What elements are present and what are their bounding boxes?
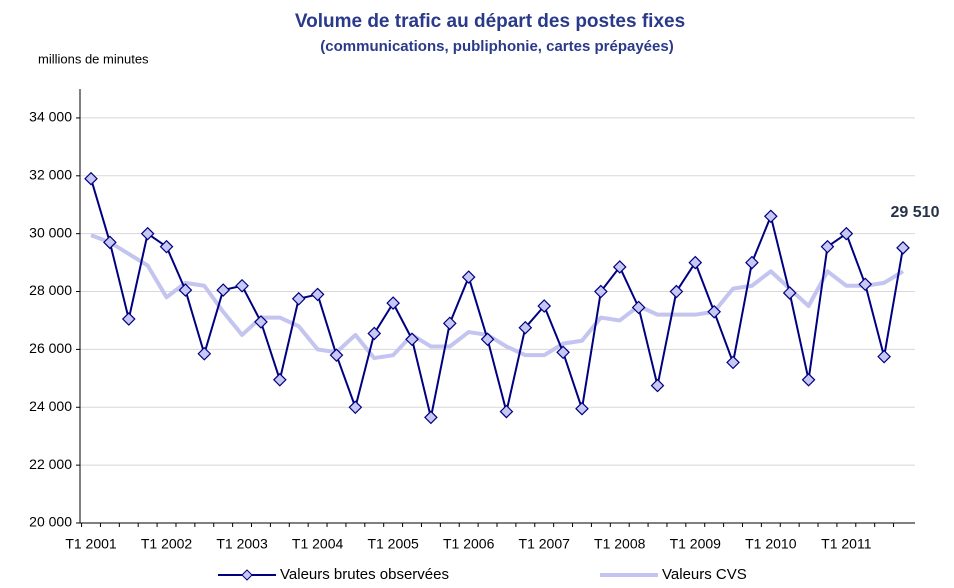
x-tick-label: T1 2002 [141, 536, 193, 552]
data-point [178, 283, 193, 297]
legend-label: Valeurs CVS [662, 566, 747, 583]
data-point [197, 346, 212, 361]
legend-label: Valeurs brutes observées [280, 566, 449, 583]
data-point [310, 287, 325, 302]
y-tick-label: 30 000 [29, 224, 72, 240]
chart-subtitle: (communications, publiphonie, cartes pré… [320, 38, 673, 55]
data-point [877, 349, 891, 364]
y-tick-label: 22 000 [29, 456, 72, 472]
y-axis-label: millions de minutes [38, 51, 149, 66]
x-tick-label: T1 2008 [594, 536, 646, 552]
data-point [669, 284, 684, 299]
data-point [272, 372, 287, 387]
data-point [254, 315, 268, 329]
data-point [329, 348, 344, 363]
data-point [159, 239, 174, 254]
data-point [103, 235, 117, 250]
x-tick-label: T1 2007 [519, 536, 571, 552]
data-point [461, 270, 476, 284]
data-point [688, 255, 703, 270]
data-point [839, 226, 854, 241]
data-point [820, 239, 835, 254]
data-point [594, 284, 608, 299]
data-label: 29 510 [891, 204, 940, 221]
x-tick-label: T1 2010 [745, 536, 797, 552]
data-point [612, 260, 627, 274]
data-point [575, 401, 589, 416]
data-point [405, 332, 419, 347]
legend-marker [241, 569, 253, 581]
data-point [140, 226, 155, 241]
x-tick-label: T1 2011 [821, 536, 872, 552]
series-line [90, 233, 905, 361]
chart-title: Volume de trafic au départ des postes fi… [295, 11, 685, 32]
data-point [291, 291, 306, 306]
data-point [348, 400, 363, 415]
data-point [858, 277, 873, 292]
y-tick-label: 26 000 [29, 340, 72, 356]
data-point [216, 283, 231, 297]
y-tick-label: 24 000 [29, 398, 72, 414]
x-tick-label: T1 2001 [65, 536, 117, 552]
x-tick-label: T1 2006 [443, 536, 495, 552]
data-point [763, 209, 778, 224]
data-point [782, 286, 797, 300]
y-tick-label: 28 000 [29, 282, 72, 298]
y-tick-label: 34 000 [29, 109, 72, 125]
data-point [556, 345, 570, 360]
data-point [84, 171, 98, 186]
y-tick-label: 20 000 [29, 514, 72, 530]
x-tick-label: T1 2009 [670, 536, 722, 552]
data-point [367, 326, 382, 341]
data-point [424, 410, 438, 425]
data-point [499, 404, 514, 419]
data-point [386, 296, 400, 310]
data-point [442, 316, 457, 331]
data-point [801, 372, 816, 387]
data-point [650, 378, 665, 393]
x-tick-label: T1 2003 [216, 536, 268, 552]
data-point [631, 300, 646, 315]
y-tick-label: 32 000 [29, 167, 72, 183]
data-point [480, 332, 495, 347]
data-point [537, 299, 552, 313]
x-tick-label: T1 2004 [292, 536, 344, 552]
data-point [121, 312, 136, 326]
x-tick-label: T1 2005 [367, 536, 419, 552]
data-point [726, 355, 740, 370]
data-point [518, 320, 533, 335]
data-point [745, 255, 759, 270]
data-point [235, 278, 249, 293]
data-point [896, 240, 910, 255]
data-point [707, 304, 722, 319]
